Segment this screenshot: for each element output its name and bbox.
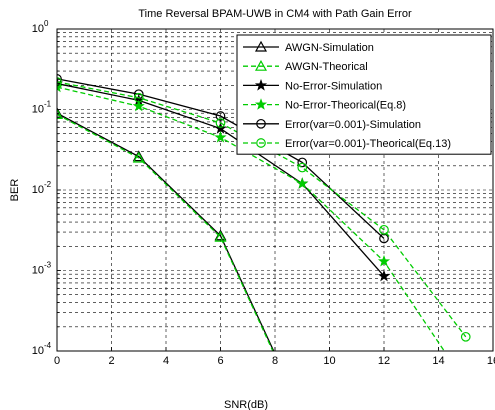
star-marker [214,122,227,134]
x-tick-label: 14 [432,355,444,367]
circle-marker [57,77,62,87]
circle-marker [256,138,266,148]
star-marker [377,269,391,282]
legend-label: No-Error-Theorical(Eq.8) [285,100,406,112]
legend-label: No-Error-Simulation [285,80,382,92]
star-marker [254,79,268,91]
triangle-marker [254,59,268,71]
star-marker [57,80,64,93]
circle-marker [133,89,144,100]
circle-marker [297,157,308,168]
y-tick-exponent: 0 [44,19,49,28]
legend-label: Error(var=0.001)-Theorical(Eq.13) [285,138,451,150]
axis-ticks: 024681012141610010-110-210-310-4 [32,19,495,367]
x-axis-label: SNR(dB) [224,399,268,410]
x-tick-label: 8 [272,355,278,367]
y-tick-label: 10 [32,104,44,116]
circle-marker [215,118,226,128]
x-tick-label: 16 [487,355,495,367]
x-tick-label: 2 [108,355,114,367]
circle-marker [215,111,226,121]
circle-marker [460,331,471,342]
triangle-marker [254,40,268,52]
y-tick-exponent: -4 [44,341,52,350]
star-marker [214,131,227,143]
series-no-error-theorical-eq-8 [57,80,446,351]
circle-marker [57,74,62,84]
series-line [57,112,275,351]
y-tick-label: 10 [32,345,44,357]
circle-marker [297,162,308,173]
star-marker [254,98,268,110]
triangle-marker [57,108,64,119]
plot-lines [57,74,471,351]
y-axis-label: BER [9,179,21,202]
x-tick-label: 0 [54,355,60,367]
legend-label: AWGN-Theorical [285,61,368,73]
y-tick-label: 10 [32,265,44,277]
circle-marker [379,224,389,235]
x-tick-label: 12 [378,355,390,367]
chart-title: Time Reversal BPAM-UWB in CM4 with Path … [138,8,412,20]
y-tick-label: 10 [32,23,44,35]
star-marker [132,99,145,112]
series-error-var-0-001-theorical-eq-13 [57,77,471,342]
star-marker [377,254,391,267]
legend: AWGN-Simulation AWGN-Theorical No-Error-Si… [236,34,492,155]
series-awgn-theorical [57,108,274,351]
x-tick-label: 6 [217,355,223,367]
triangle-marker [214,230,227,242]
series-error-var-0-001-simulation [57,74,389,244]
circle-marker [133,92,144,103]
series-line [57,81,467,338]
triangle-marker [132,151,145,163]
legend-label: Error(var=0.001)-Simulation [285,119,421,131]
x-tick-label: 10 [323,355,335,367]
y-tick-exponent: -3 [44,261,52,270]
circle-marker [256,118,266,129]
legend-label: AWGN-Simulation [285,42,374,54]
y-tick-exponent: -2 [44,180,52,189]
series-line [57,78,385,239]
y-tick-label: 10 [32,184,44,196]
y-tick-exponent: -1 [44,100,52,109]
series-line [57,113,274,351]
x-tick-label: 4 [163,355,169,367]
legend-box [236,34,492,155]
series-line [57,86,446,351]
star-marker [296,177,309,189]
